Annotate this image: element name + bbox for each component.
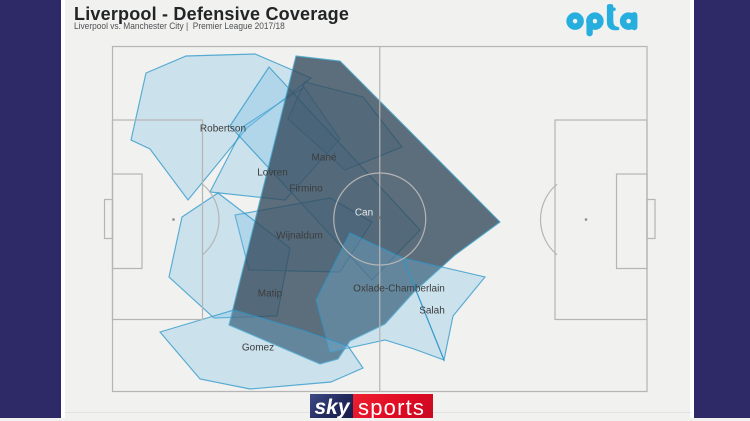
svg-text:Oxlade-Chamberlain: Oxlade-Chamberlain: [353, 284, 445, 295]
svg-text:Salah: Salah: [419, 306, 445, 317]
svg-text:Wijnaldum: Wijnaldum: [276, 231, 323, 242]
svg-text:Gomez: Gomez: [242, 343, 274, 354]
svg-text:Mané: Mané: [311, 153, 336, 164]
svg-text:Firmino: Firmino: [289, 184, 323, 195]
svg-text:Robertson: Robertson: [200, 124, 246, 135]
svg-text:Can: Can: [355, 208, 373, 219]
svg-text:Lovren: Lovren: [257, 168, 288, 179]
svg-text:Matip: Matip: [258, 289, 283, 300]
